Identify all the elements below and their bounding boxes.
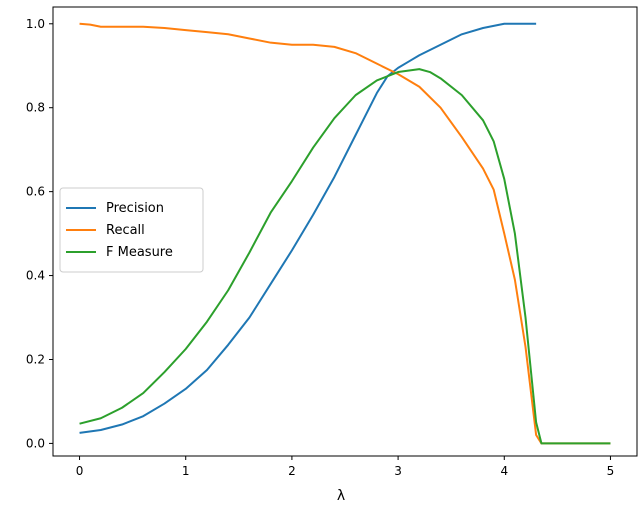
tick-group: 0 1 2 3 4 5 0.0 0.2 0.4 0.6 0.8 1.0 [26, 17, 614, 478]
y-tick-label: 1.0 [26, 17, 45, 31]
plot-frame [52, 6, 638, 457]
y-tick-label: 0.0 [26, 436, 45, 450]
x-axis-label: λ [337, 488, 345, 504]
x-tick-label: 1 [182, 464, 190, 478]
x-tick-label: 4 [500, 464, 508, 478]
legend-label-precision: Precision [106, 201, 164, 216]
y-tick-label: 0.4 [26, 269, 45, 283]
x-tick-label: 3 [394, 464, 402, 478]
y-tick-label: 0.2 [26, 352, 45, 366]
legend-label-recall: Recall [106, 223, 145, 238]
y-tick-label: 0.6 [26, 185, 45, 199]
legend-label-f-measure: F Measure [106, 245, 173, 260]
series-lines [79, 22, 611, 445]
legend: Precision Recall F Measure [59, 187, 204, 273]
x-tick-label: 0 [76, 464, 84, 478]
series-line-recall [79, 22, 611, 445]
x-tick-label: 5 [607, 464, 615, 478]
series-line-precision [79, 22, 537, 434]
y-tick-label: 0.8 [26, 101, 45, 115]
series-line-f-measure [79, 68, 611, 445]
x-tick-label: 2 [288, 464, 296, 478]
